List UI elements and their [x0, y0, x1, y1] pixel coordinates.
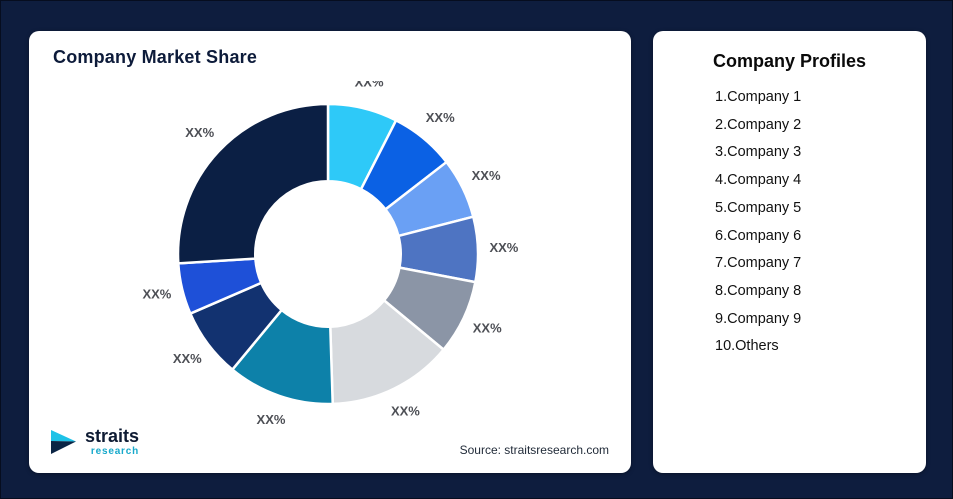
- donut-chart: XX% XX% XX% XX% XX% XX% XX% XX% XX% XX%: [142, 81, 518, 427]
- company-profiles-card: Company Profiles 1.Company 1 2.Company 2 3…: [653, 31, 926, 473]
- segment-label-8: XX%: [173, 351, 202, 366]
- profile-item: 8.Company 8: [715, 282, 802, 299]
- segment-label-5: XX%: [473, 320, 502, 335]
- profile-item: 6.Company 6: [715, 227, 802, 244]
- profile-item: 2.Company 2: [715, 116, 802, 133]
- profiles-list: 1.Company 1 2.Company 2 3.Company 3 4.Compa…: [653, 84, 926, 361]
- chart-title: Company Market Share: [53, 47, 258, 67]
- straits-research-logo: straits research: [49, 427, 139, 457]
- profile-item: 1.Company 1: [715, 89, 802, 105]
- profile-item: 9.Company 9: [715, 310, 802, 327]
- segment-label-6: XX%: [391, 404, 420, 419]
- market-share-card: Company Market Share XX% XX% XX% XX% XX% XX% X…: [29, 31, 631, 473]
- profile-item: 4.Company 4: [715, 172, 802, 189]
- segment-label-7: XX%: [257, 412, 286, 427]
- profile-item: 3.Company 3: [715, 144, 802, 161]
- source-note: Source: straitsresearch.com: [459, 443, 609, 457]
- profile-item: 7.Company 7: [715, 255, 802, 272]
- profile-item: 10.Others: [715, 338, 779, 355]
- straits-logo-icon: [51, 430, 76, 454]
- logo-text: straits research: [85, 427, 139, 457]
- logo-name: straits: [85, 426, 140, 446]
- segment-label-10: XX%: [185, 125, 214, 140]
- logo-subtitle: research: [90, 446, 140, 457]
- segment-label-1: XX%: [355, 81, 384, 89]
- donut-segment-10: [176, 102, 330, 265]
- segment-label-9: XX%: [142, 287, 171, 302]
- profile-item: 5.Company 5: [715, 199, 802, 216]
- profiles-title: Company Profiles: [712, 51, 867, 71]
- segment-label-2: XX%: [426, 110, 455, 125]
- segment-label-3: XX%: [472, 168, 501, 183]
- segment-label-4: XX%: [489, 240, 518, 255]
